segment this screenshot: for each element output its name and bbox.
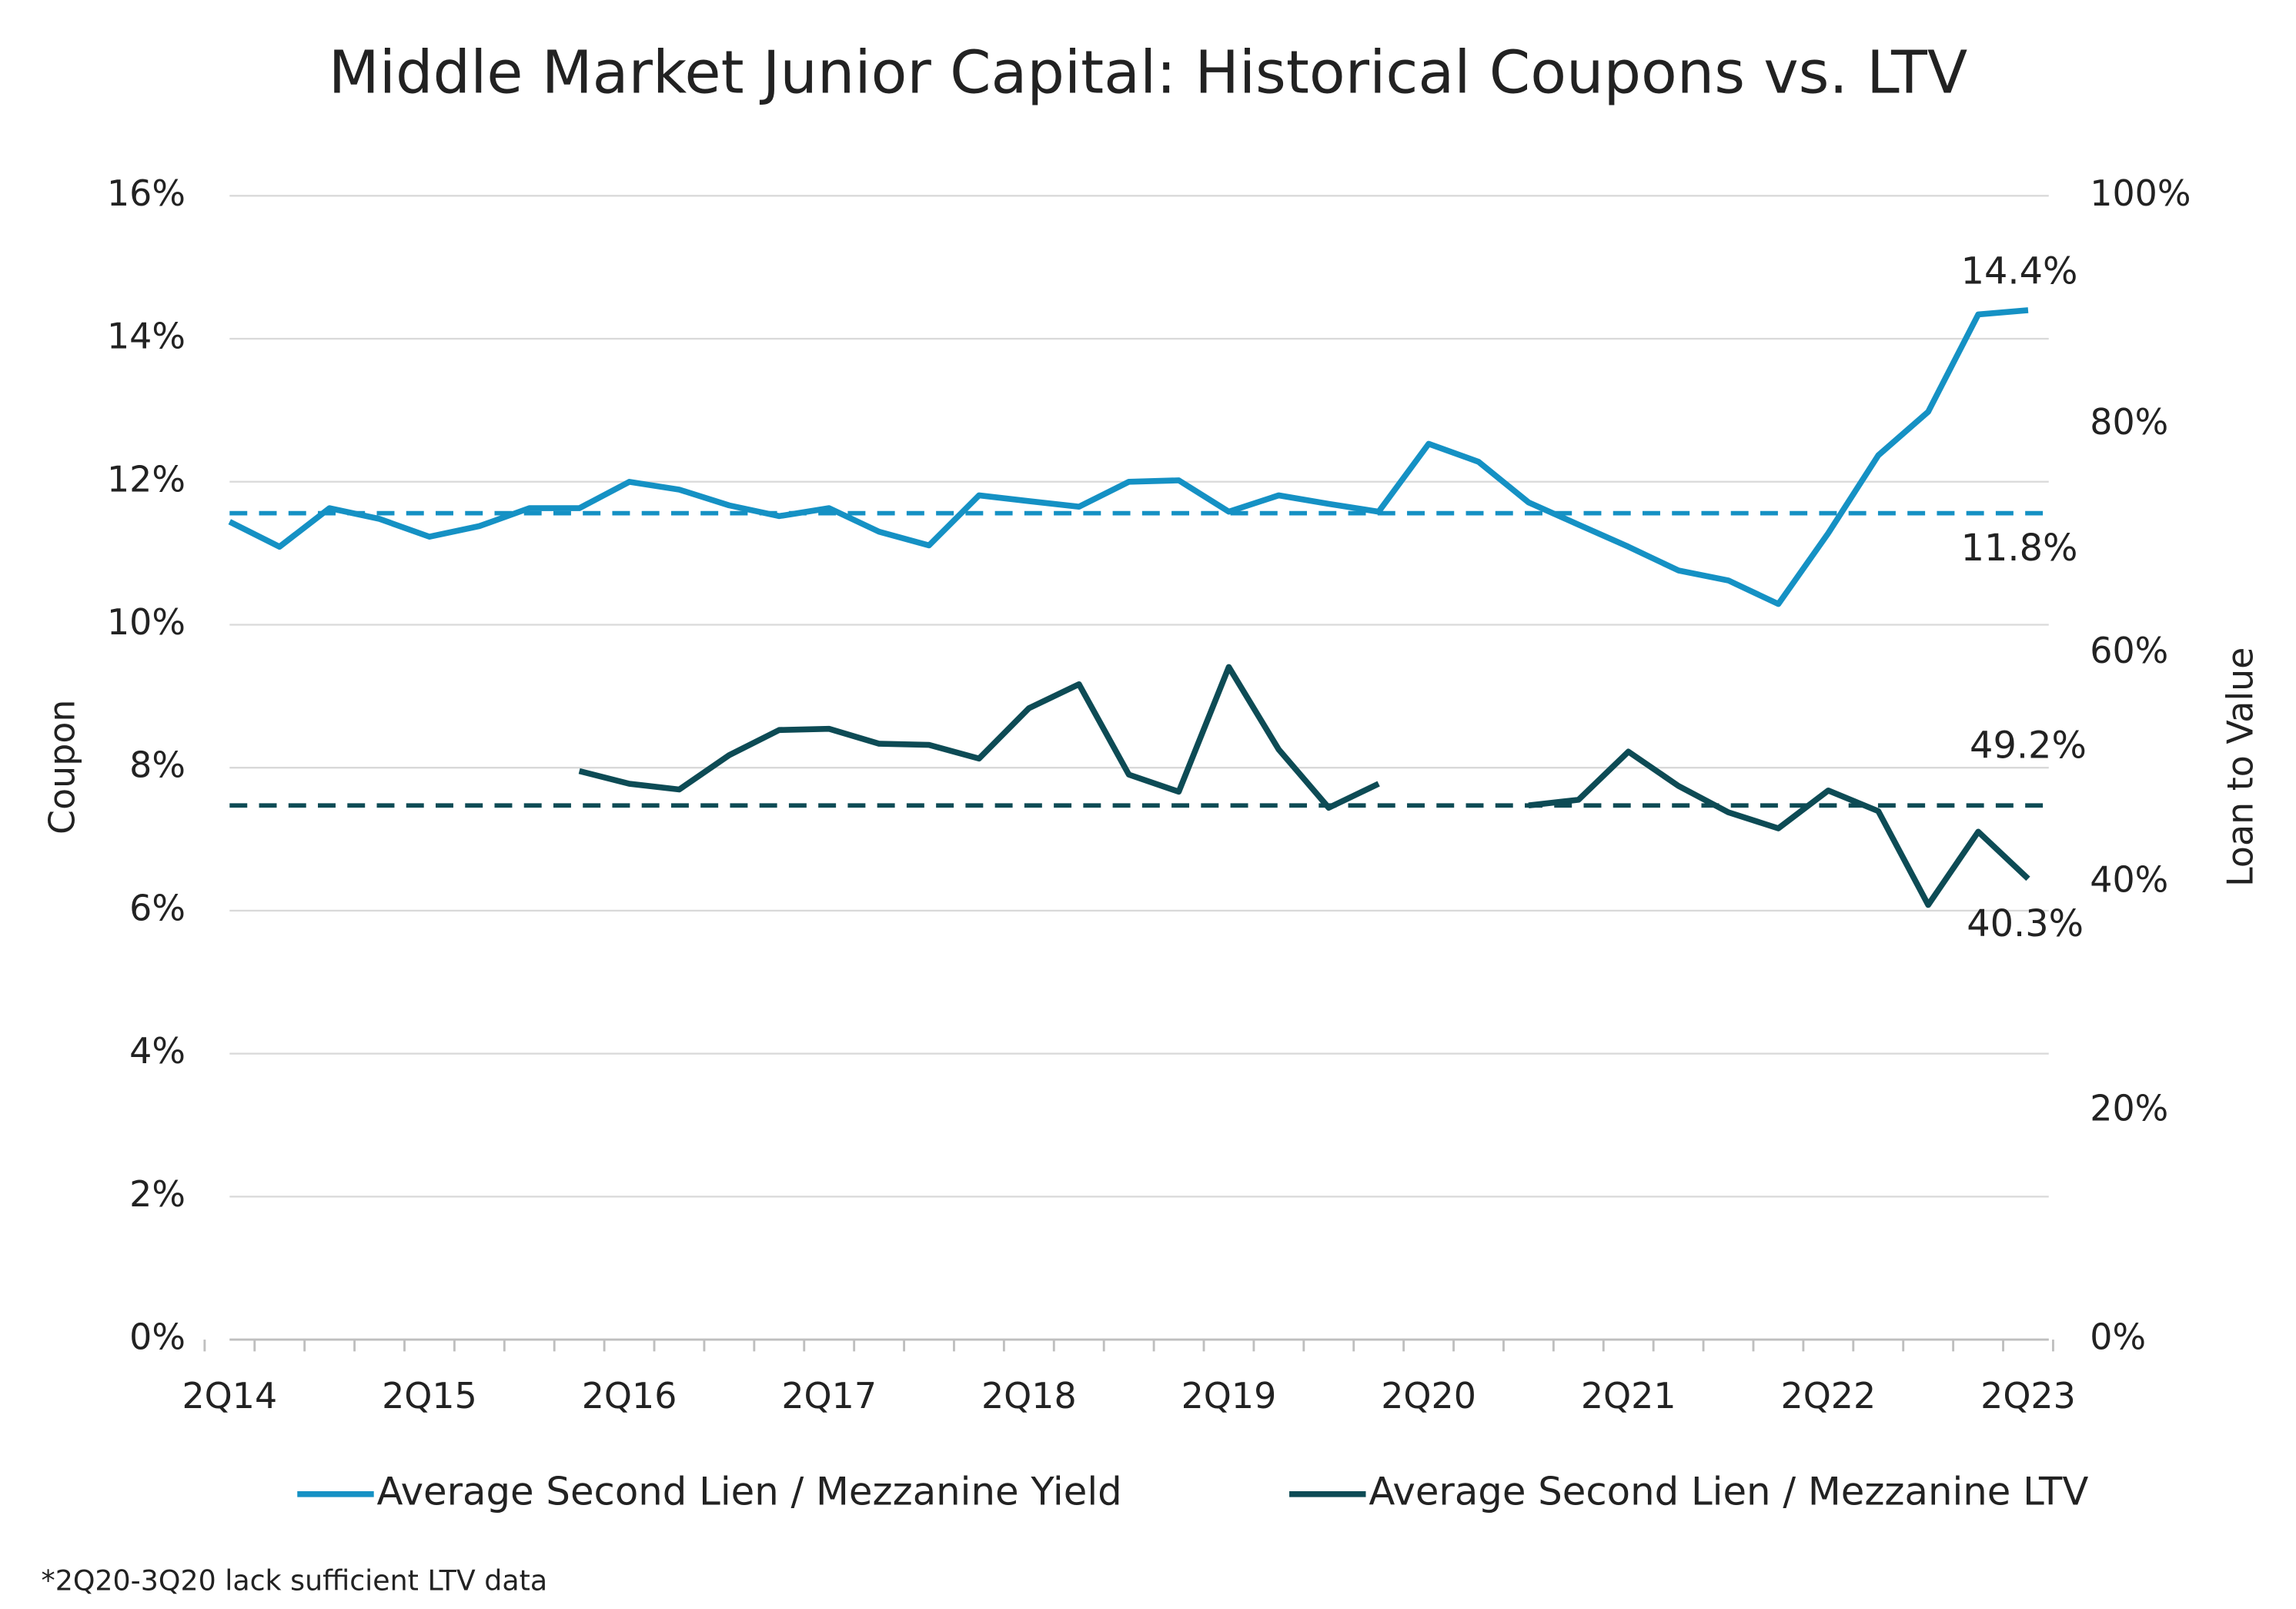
- x-tick-label: 2Q19: [1181, 1375, 1277, 1417]
- series-line: [578, 664, 2030, 908]
- y-tick-label: 14%: [107, 316, 185, 357]
- footnote: *2Q20-3Q20 lack sufficient LTV data: [42, 1564, 548, 1597]
- x-tick-label: 2Q22: [1781, 1375, 1877, 1417]
- y2-tick-label: 0%: [2090, 1316, 2146, 1358]
- x-tick-label: 2Q16: [582, 1375, 677, 1417]
- y2-axis-label: Loan to Value: [2220, 647, 2261, 887]
- y-tick-label: 16%: [107, 172, 185, 214]
- annotation: 49.2%: [1970, 724, 2087, 767]
- legend-label: Average Second Lien / Mezzanine Yield: [377, 1469, 1122, 1514]
- annotation: 40.3%: [1967, 903, 2084, 945]
- x-tick-label: 2Q20: [1381, 1375, 1476, 1417]
- series-line: [228, 307, 2029, 607]
- y2-tick-label: 40%: [2090, 858, 2168, 900]
- x-tick-label: 2Q23: [1980, 1375, 2076, 1417]
- annotation: 14.4%: [1961, 251, 2078, 293]
- x-tick-label: 2Q14: [182, 1375, 277, 1417]
- y-tick-label: 2%: [129, 1173, 185, 1215]
- annotation: 11.8%: [1961, 527, 2078, 570]
- y2-tick-label: 80%: [2090, 401, 2168, 443]
- x-tick-label: 2Q17: [781, 1375, 877, 1417]
- y-tick-label: 6%: [129, 887, 185, 928]
- y-tick-label: 10%: [107, 601, 185, 643]
- y-tick-label: 0%: [129, 1316, 185, 1358]
- x-tick-label: 2Q21: [1581, 1375, 1676, 1417]
- y2-tick-label: 100%: [2090, 172, 2191, 214]
- legend-label: Average Second Lien / Mezzanine LTV: [1369, 1469, 2088, 1514]
- chart-title: Middle Market Junior Capital: Historical…: [329, 38, 1967, 107]
- y2-tick-label: 60%: [2090, 630, 2168, 671]
- x-tick-label: 2Q15: [382, 1375, 477, 1417]
- y-tick-label: 12%: [107, 458, 185, 500]
- y-axis-label: Coupon: [42, 700, 83, 835]
- x-tick-label: 2Q18: [981, 1375, 1077, 1417]
- y-tick-label: 4%: [129, 1030, 185, 1072]
- y-tick-label: 8%: [129, 744, 185, 786]
- y2-tick-label: 20%: [2090, 1087, 2168, 1129]
